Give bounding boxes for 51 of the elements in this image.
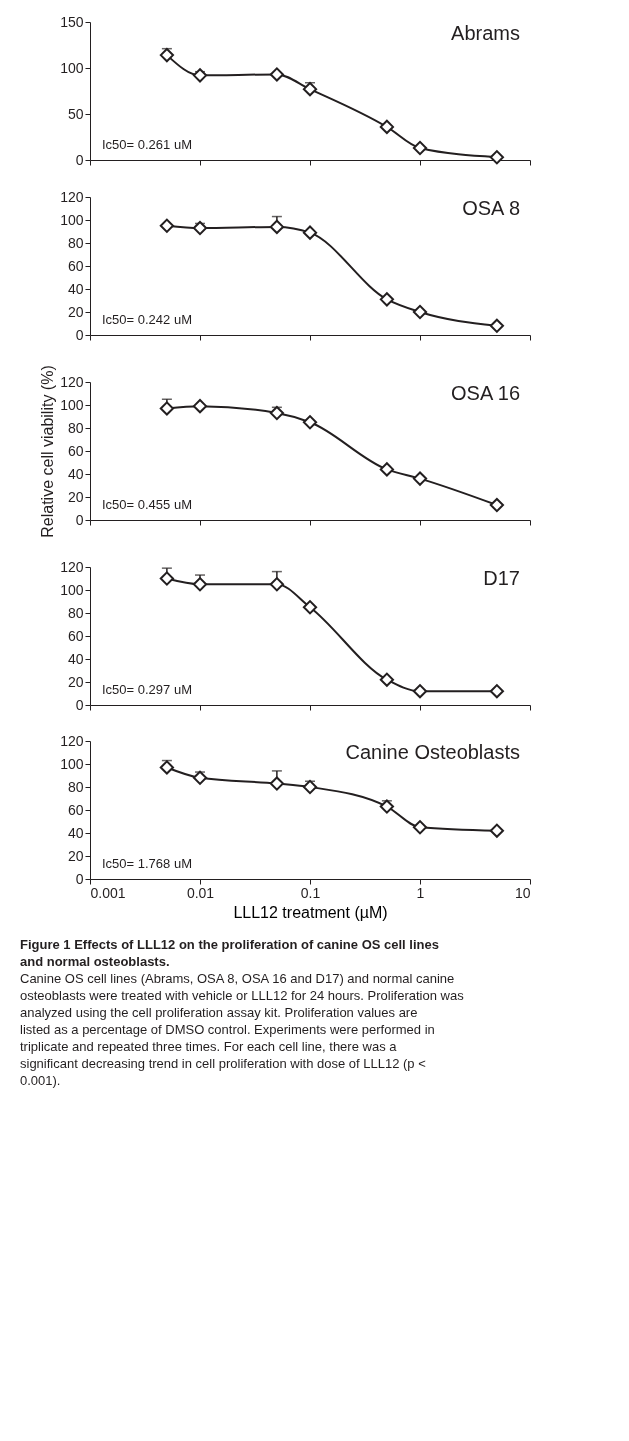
- text: Canine OS cell lines (Abrams, OSA 8, OSA 16 and D17) and normal canine osteoblasts were treated with vehicle or LLL12 for 24 hours. Proliferation was analyzed using the cell proliferation assay kit. Proliferation values are listed as a percentage of DMSO control. Experiments were performed in triplicate and repeated three times. For each cell line, there was a significant decreasing trend in cell proliferation with dose of LLL12 (p < 0.001).: [20, 971, 465, 1088]
- y-tick-label: 20: [67, 847, 84, 864]
- x-axis-title: LLL12 treatment (µM): [233, 903, 388, 921]
- y-tick-label: 80: [67, 778, 84, 795]
- y-tick-label: 60: [67, 801, 84, 818]
- x-tick-label: 0.1: [300, 884, 321, 901]
- y-tick-label: 100: [60, 211, 84, 228]
- y-tick-label: 100: [60, 396, 84, 413]
- y-tick-label: 20: [67, 488, 84, 505]
- y-tick-label: 80: [67, 604, 84, 621]
- y-tick-label: 0: [75, 151, 84, 168]
- annotation: Ic50= 0.455 uM: [102, 497, 192, 512]
- chart-title: D17: [483, 567, 520, 589]
- y-tick-label: 60: [67, 442, 84, 459]
- y-tick-label: 100: [60, 59, 84, 76]
- y-tick-label: 120: [60, 373, 84, 390]
- y-tick-label: 40: [67, 465, 84, 482]
- y-tick-label: 0: [75, 326, 84, 343]
- y-tick-label: 20: [67, 303, 84, 320]
- y-tick-label: 50: [67, 105, 84, 122]
- y-tick-label: 100: [60, 581, 84, 598]
- y-tick-label: 40: [67, 280, 84, 297]
- y-tick-label: 120: [60, 732, 84, 749]
- annotation: Ic50= 0.261 uM: [102, 137, 192, 152]
- x-tick-label: 10: [514, 884, 531, 901]
- y-axis-title: Relative cell viability (%): [39, 365, 57, 538]
- y-tick-label: 0: [75, 696, 84, 713]
- chart-title: Abrams: [451, 22, 520, 44]
- y-tick-label: 120: [60, 188, 84, 205]
- annotation: Ic50= 0.242 uM: [102, 312, 192, 327]
- y-tick-label: 80: [67, 234, 84, 251]
- chart-title: OSA 16: [451, 382, 520, 404]
- y-tick-label: 0: [75, 870, 84, 887]
- x-tick-label: 0.01: [186, 884, 215, 901]
- y-tick-label: 100: [60, 755, 84, 772]
- chart-title: OSA 8: [462, 197, 520, 219]
- y-tick-label: 0: [75, 511, 84, 528]
- y-tick-label: 40: [67, 824, 84, 841]
- annotation: Ic50= 0.297 uM: [102, 682, 192, 697]
- caption: Figure 1 Effects of LLL12 on the proliferation of canine OS cell lines and normal osteoblasts.: [20, 937, 439, 969]
- chart-title: Canine Osteoblasts: [345, 741, 520, 763]
- y-tick-label: 60: [67, 627, 84, 644]
- y-tick-label: 40: [67, 650, 84, 667]
- y-tick-label: 150: [60, 13, 84, 30]
- y-tick-label: 20: [67, 673, 84, 690]
- x-tick-label: 0.001: [90, 884, 126, 901]
- y-tick-label: 120: [60, 558, 84, 575]
- x-tick-label: 1: [416, 884, 425, 901]
- annotation: Ic50= 1.768 uM: [102, 856, 192, 871]
- y-tick-label: 80: [67, 419, 84, 436]
- y-tick-label: 60: [67, 257, 84, 274]
